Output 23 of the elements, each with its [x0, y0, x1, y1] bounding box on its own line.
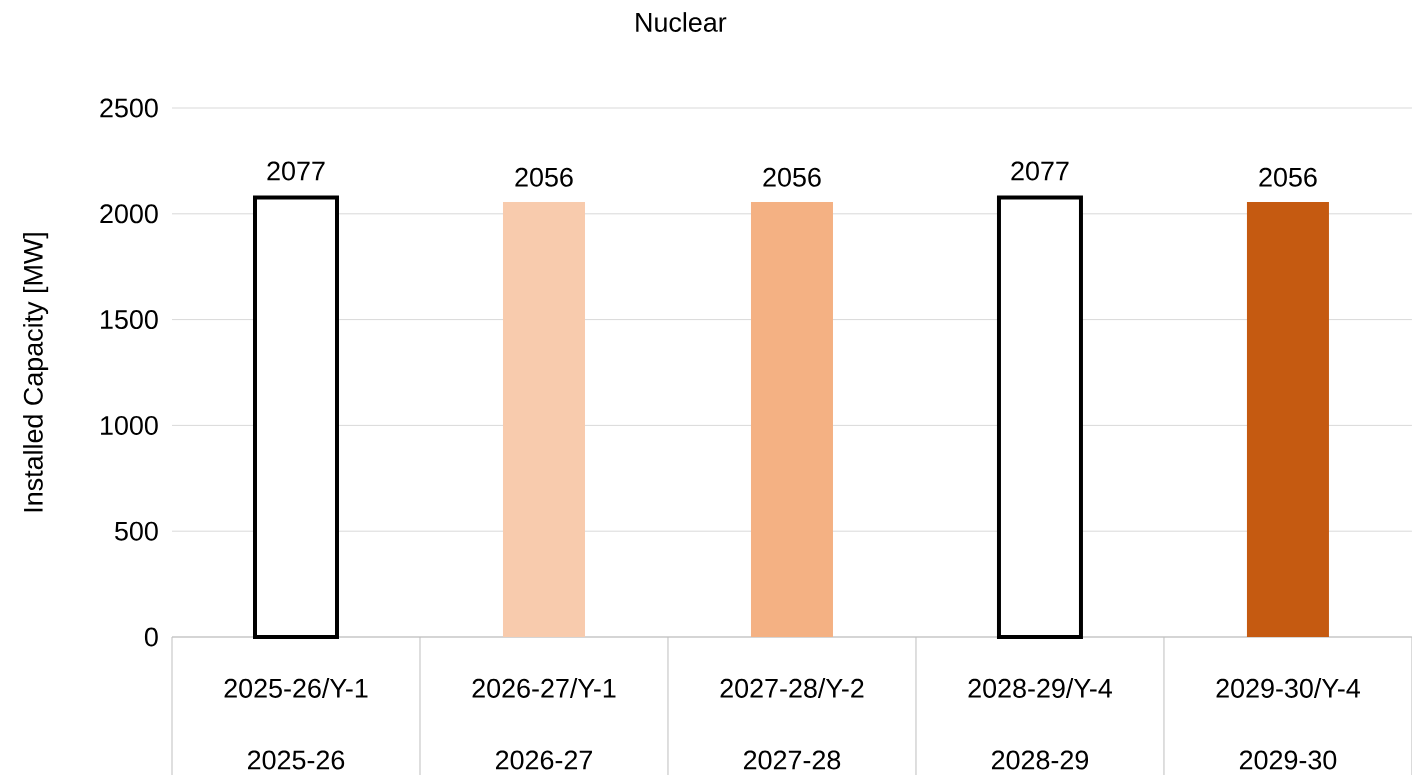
x-tick-label: 2027-28/Y-2	[720, 678, 864, 698]
data-label: 2056	[763, 167, 821, 187]
text: 2025-26	[248, 750, 345, 770]
y-tick-label: 1000	[101, 415, 158, 435]
data-label: 2077	[1011, 161, 1069, 181]
y-tick-label: 2500	[100, 98, 158, 118]
data-label: 2056	[515, 167, 573, 187]
text: 2026-27	[495, 750, 592, 770]
x-tick-label: 2029-30/Y-4	[1216, 678, 1360, 698]
data-label: 2077	[267, 161, 325, 181]
y-tick-label: 0	[144, 627, 158, 647]
x-tick-label: 2025-26/Y-1	[224, 678, 368, 698]
data-label: 2056	[1259, 167, 1317, 187]
y-axis-title: Installed Capacity [MW]	[23, 233, 49, 512]
text: 2028-29	[991, 750, 1089, 770]
y-tick-label: 500	[115, 521, 158, 541]
y-tick-label: 2000	[100, 204, 158, 224]
text: 2027-28	[743, 750, 841, 770]
y-tick-label: 1500	[101, 310, 158, 330]
x-tick-label: 2028-29/Y-4	[968, 678, 1112, 698]
chart-title: Nuclear	[636, 12, 727, 32]
x-tick-label: 2026-27/Y-1	[472, 678, 616, 698]
text: 2029-30	[1239, 750, 1337, 770]
